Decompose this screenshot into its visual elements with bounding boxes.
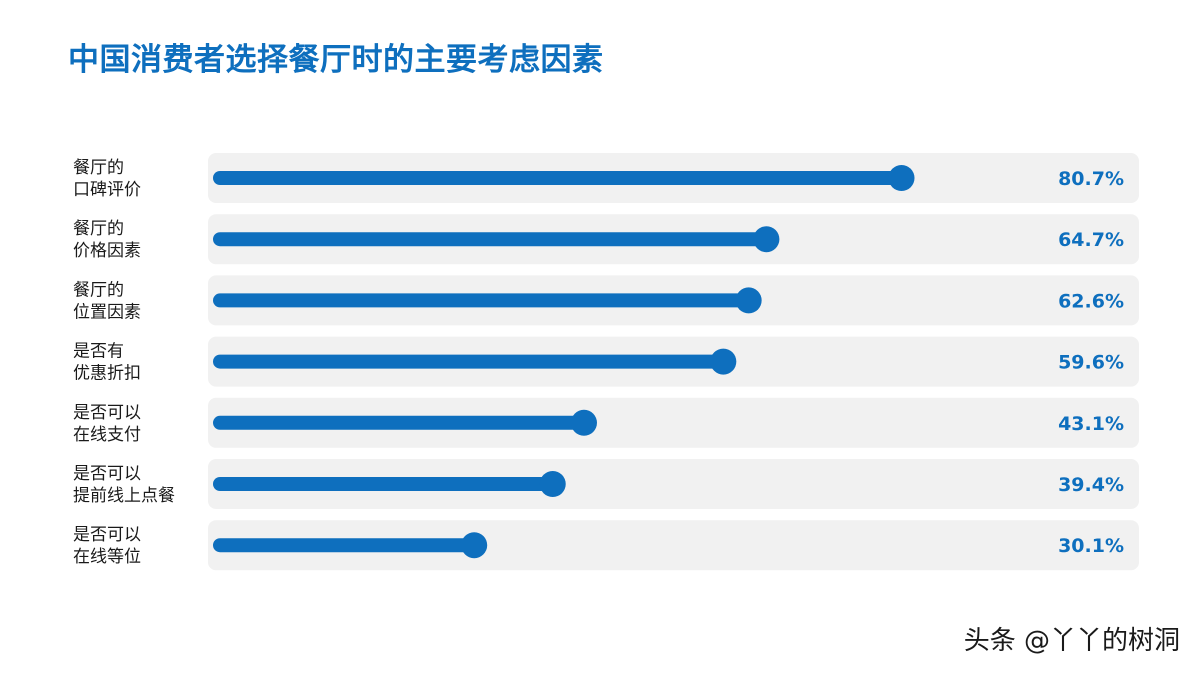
chart-row: 是否有优惠折扣 59.6% — [73, 336, 1139, 387]
chart-row: 餐厅的口碑评价 80.7% — [73, 153, 1139, 203]
bar-track — [208, 459, 1139, 509]
chart-title: 中国消费者选择餐厅时的主要考虑因素 — [68, 42, 604, 78]
category-label: 是否有优惠折扣 — [73, 342, 141, 384]
chart-row: 是否可以在线支付 43.1% — [73, 397, 1139, 448]
value-label: 80.7% — [1058, 168, 1124, 190]
category-label: 是否可以在线等位 — [73, 525, 141, 567]
chart-row: 是否可以提前线上点餐 39.4% — [73, 459, 1139, 509]
category-label: 是否可以提前线上点餐 — [73, 464, 175, 506]
category-label: 是否可以在线支付 — [73, 403, 141, 445]
bar-end-dot — [461, 532, 488, 559]
chart-row: 餐厅的价格因素 64.7% — [73, 214, 1139, 265]
bar-end-dot — [570, 409, 597, 436]
value-label: 64.7% — [1058, 229, 1124, 251]
value-label: 62.6% — [1058, 290, 1124, 312]
bar-end-dot — [710, 348, 737, 375]
bar-track — [208, 397, 1139, 448]
watermark-text: 头条 @丫丫的树洞 — [963, 626, 1180, 656]
bar-end-dot — [735, 287, 762, 314]
bar-track — [208, 520, 1139, 571]
bar-end-dot — [888, 165, 915, 191]
bar-end-dot — [539, 471, 566, 497]
chart-row: 是否可以在线等位 30.1% — [73, 520, 1139, 571]
value-label: 59.6% — [1058, 352, 1124, 374]
category-label: 餐厅的位置因素 — [73, 280, 141, 322]
category-label: 餐厅的口碑评价 — [73, 158, 141, 200]
value-label: 39.4% — [1058, 474, 1124, 496]
chart-row: 餐厅的位置因素 62.6% — [73, 275, 1139, 326]
category-label: 餐厅的价格因素 — [73, 219, 141, 261]
value-label: 30.1% — [1058, 535, 1124, 557]
bar-end-dot — [753, 226, 780, 253]
value-label: 43.1% — [1058, 413, 1124, 435]
